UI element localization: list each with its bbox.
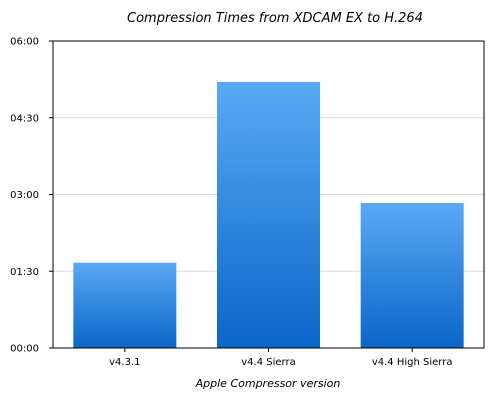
y-axis-ticks: 00:00 01:30 03:00 04:30 06:00 — [10, 37, 53, 355]
x-tick-label: v4.4 Sierra — [241, 357, 295, 368]
x-tick-label: v4.3.1 — [109, 357, 140, 368]
chart-title: Compression Times from XDCAM EX to H.264 — [127, 11, 423, 26]
x-tick-label: v4.4 High Sierra — [372, 357, 453, 368]
y-tick-label: 03:00 — [10, 190, 39, 201]
bars — [73, 81, 464, 348]
y-tick-label: 01:30 — [10, 267, 39, 278]
y-tick-label: 06:00 — [10, 37, 39, 48]
bar-v4-3-1 — [73, 262, 177, 348]
y-tick-label: 00:00 — [10, 344, 39, 355]
x-axis-title: Apple Compressor version — [195, 377, 341, 390]
bar-v4-4-high-sierra — [360, 203, 464, 348]
bar-v4-4-sierra — [217, 81, 320, 348]
x-axis-ticks: v4.3.1 v4.4 Sierra v4.4 High Sierra — [109, 348, 452, 368]
y-tick-label: 04:30 — [10, 113, 39, 124]
